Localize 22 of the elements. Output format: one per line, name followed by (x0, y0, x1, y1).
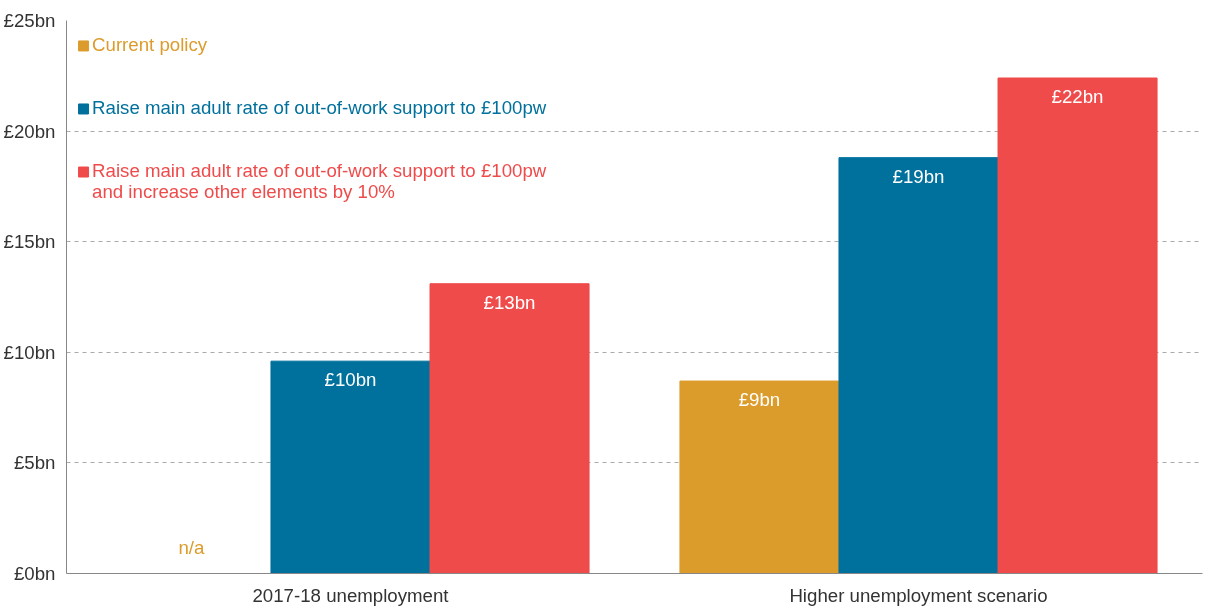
data-label: £9bn (738, 389, 781, 411)
x-tick-label: 2017-18 unemployment (252, 584, 450, 606)
data-label: £22bn (1051, 86, 1104, 108)
data-label: £19bn (892, 165, 945, 187)
x-tick-label: Higher unemployment scenario (789, 584, 1048, 606)
data-label: £13bn (483, 291, 536, 313)
bar (270, 360, 431, 574)
bar (679, 380, 840, 574)
y-tick-label: £0bn (14, 563, 56, 584)
bar (838, 157, 999, 574)
data-label: £10bn (324, 369, 377, 391)
bar (429, 283, 590, 574)
legend-label: Current policy (92, 33, 208, 55)
y-tick-label: £25bn (3, 10, 56, 31)
y-tick-label: £10bn (3, 341, 56, 363)
y-tick-label: £20bn (3, 120, 56, 142)
y-tick-label: £5bn (14, 452, 56, 474)
text: n/a (178, 536, 205, 558)
legend-label: Raise main adult rate of out-of-work support to £100pw and increase other elements by 10% (92, 159, 547, 202)
legend-label: Raise main adult rate of out-of-work support to £100pw (92, 96, 547, 118)
bar (997, 77, 1158, 574)
y-tick-label: £15bn (3, 231, 56, 253)
